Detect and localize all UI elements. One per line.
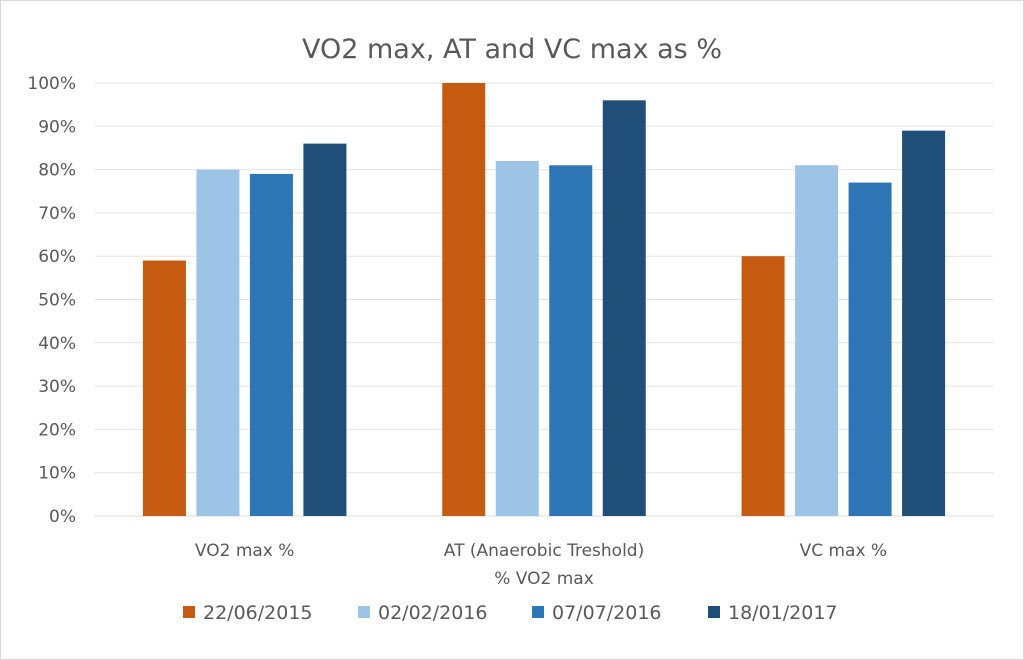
bar [549,165,593,516]
bars [142,83,946,516]
y-tick-label: 70% [38,204,76,224]
legend-swatch [532,606,544,618]
y-axis-ticks: 0% 10% 20% 30% 40% 50% 60% 70% 80% 90% 100% [27,74,76,527]
y-tick-label: 20% [38,420,76,440]
bar [741,256,785,516]
legend-swatch [183,606,195,618]
chart-title: VO2 max, AT and VC max as % [302,34,722,65]
legend-label: 18/01/2017 [728,602,838,624]
gridlines [95,82,993,517]
y-tick-label: 10% [38,464,76,484]
bar [303,143,347,516]
x-axis-categories: VO2 max % AT (Anaerobic Treshold) % VO2 ma… [195,541,887,589]
y-tick-label: 90% [38,117,76,137]
y-tick-label: 40% [38,334,76,354]
x-category-label: AT (Anaerobic Treshold) [444,541,644,561]
bar [196,169,240,516]
bar [249,173,293,516]
legend-swatch [358,606,370,618]
y-tick-label: 0% [49,507,76,527]
bar [602,100,646,516]
y-tick-label: 60% [38,247,76,267]
legend-swatch [708,606,720,618]
x-category-label: VO2 max % [195,541,295,561]
y-tick-label: 30% [38,377,76,397]
legend: 22/06/2015 02/02/2016 07/07/2016 18/01/2017 [183,602,838,624]
x-category-label: VC max % [800,541,888,561]
legend-label: 02/02/2016 [378,602,488,624]
y-tick-label: 100% [27,74,76,94]
y-tick-label: 80% [38,161,76,181]
bar [848,182,892,516]
bar [902,130,946,516]
legend-label: 22/06/2015 [203,602,313,624]
y-tick-label: 50% [38,291,76,311]
bar [142,260,186,516]
bar [495,160,539,516]
bar [442,83,486,516]
bar [795,165,839,516]
x-category-label: % VO2 max [494,569,594,589]
legend-label: 07/07/2016 [552,602,662,624]
